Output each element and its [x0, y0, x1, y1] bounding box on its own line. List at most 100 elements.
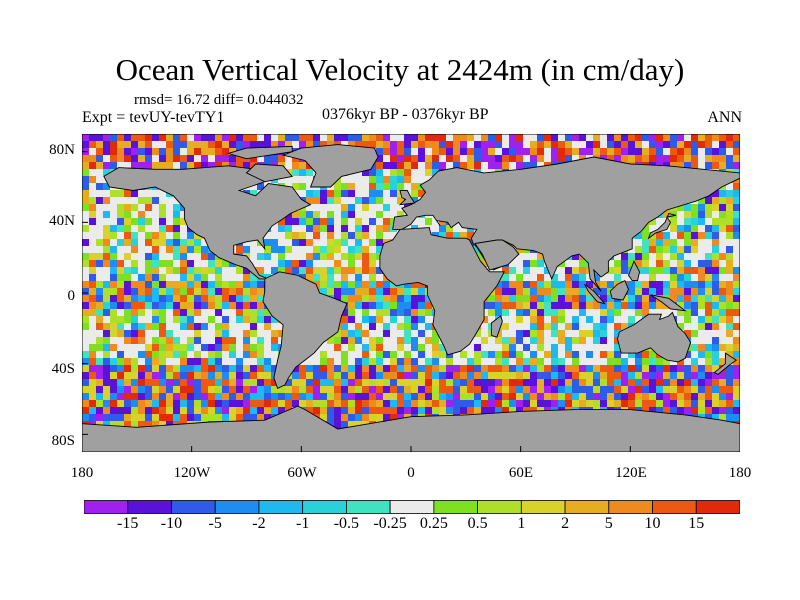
field-cell	[684, 260, 692, 268]
field-cell	[502, 337, 510, 345]
field-cell	[376, 386, 384, 394]
field-cell	[712, 414, 720, 422]
field-cell	[733, 246, 740, 254]
field-cell	[509, 134, 517, 142]
field-cell	[222, 414, 230, 422]
field-cell	[222, 134, 230, 142]
field-cell	[705, 246, 713, 254]
field-cell	[208, 351, 216, 359]
field-cell	[166, 197, 174, 205]
field-cell	[180, 253, 188, 261]
field-cell	[89, 316, 97, 324]
field-cell	[243, 330, 251, 338]
field-cell	[684, 288, 692, 296]
field-cell	[656, 309, 664, 317]
field-cell	[145, 393, 153, 401]
field-cell	[159, 288, 167, 296]
field-cell	[96, 400, 104, 408]
field-cell	[166, 323, 174, 331]
field-cell	[82, 218, 90, 226]
field-cell	[691, 162, 699, 170]
colorbar-swatch	[84, 500, 129, 514]
field-cell	[376, 414, 384, 422]
field-cell	[481, 393, 489, 401]
field-cell	[705, 204, 713, 212]
field-cell	[82, 309, 90, 317]
field-cell	[355, 239, 363, 247]
field-cell	[488, 407, 496, 415]
field-cell	[397, 302, 405, 310]
field-cell	[194, 281, 202, 289]
field-cell	[390, 330, 398, 338]
field-cell	[313, 197, 321, 205]
field-cell	[138, 302, 146, 310]
field-cell	[509, 316, 517, 324]
field-cell	[250, 295, 258, 303]
field-cell	[117, 400, 125, 408]
field-cell	[117, 344, 125, 352]
field-cell	[565, 372, 573, 380]
field-cell	[334, 330, 342, 338]
field-cell	[698, 274, 706, 282]
field-cell	[145, 260, 153, 268]
field-cell	[110, 148, 118, 156]
field-cell	[138, 267, 146, 275]
field-cell	[166, 218, 174, 226]
field-cell	[544, 372, 552, 380]
field-cell	[698, 225, 706, 233]
field-cell	[530, 379, 538, 387]
field-cell	[586, 393, 594, 401]
field-cell	[89, 407, 97, 415]
field-cell	[593, 344, 601, 352]
field-cell	[257, 260, 265, 268]
field-cell	[131, 302, 139, 310]
field-cell	[719, 232, 727, 240]
field-cell	[376, 190, 384, 198]
field-cell	[110, 407, 118, 415]
field-cell	[145, 246, 153, 254]
field-cell	[614, 141, 622, 149]
field-cell	[145, 274, 153, 282]
field-cell	[621, 351, 629, 359]
field-cell	[243, 400, 251, 408]
field-cell	[278, 239, 286, 247]
field-cell	[348, 309, 356, 317]
field-cell	[572, 316, 580, 324]
field-cell	[684, 302, 692, 310]
field-cell	[397, 134, 405, 142]
field-cell	[362, 323, 370, 331]
field-cell	[376, 407, 384, 415]
field-cell	[369, 358, 377, 366]
field-cell	[355, 218, 363, 226]
field-cell	[271, 365, 279, 373]
field-cell	[138, 134, 146, 142]
field-cell	[89, 414, 97, 422]
field-cell	[187, 148, 195, 156]
field-cell	[726, 190, 734, 198]
field-cell	[691, 232, 699, 240]
field-cell	[488, 141, 496, 149]
field-cell	[117, 288, 125, 296]
field-cell	[369, 309, 377, 317]
field-cell	[103, 414, 111, 422]
field-cell	[719, 337, 727, 345]
field-cell	[516, 246, 524, 254]
field-cell	[390, 337, 398, 345]
field-cell	[327, 344, 335, 352]
field-cell	[124, 379, 132, 387]
field-cell	[327, 260, 335, 268]
field-cell	[621, 358, 629, 366]
field-cell	[663, 407, 671, 415]
field-cell	[334, 386, 342, 394]
field-cell	[600, 365, 608, 373]
field-cell	[313, 253, 321, 261]
field-cell	[656, 407, 664, 415]
field-cell	[173, 400, 181, 408]
field-cell	[124, 288, 132, 296]
field-cell	[642, 386, 650, 394]
colorbar-swatch	[695, 500, 740, 514]
field-cell	[663, 260, 671, 268]
field-cell	[299, 232, 307, 240]
field-cell	[677, 316, 685, 324]
field-cell	[250, 414, 258, 422]
